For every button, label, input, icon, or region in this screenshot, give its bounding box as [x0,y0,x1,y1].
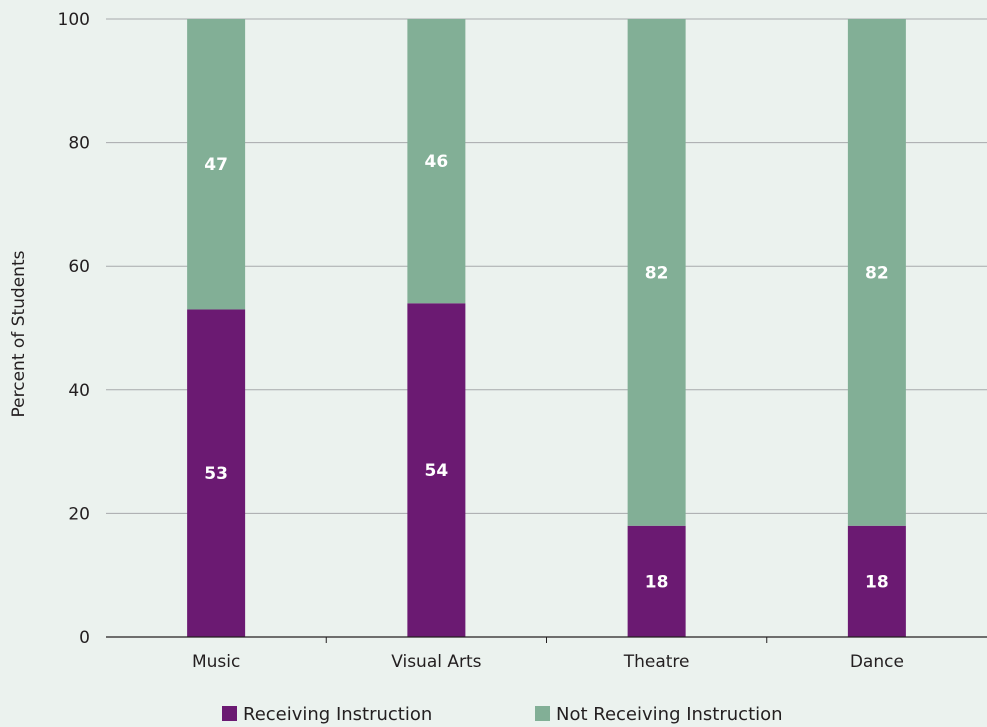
y-tick-label: 20 [68,504,90,524]
legend-label: Not Receiving Instruction [556,704,783,725]
bar-segment-not-receiving [627,19,686,526]
y-tick-label: 100 [58,10,90,30]
data-label: 47 [204,155,228,175]
bar-segment-receiving [627,525,686,637]
data-label: 82 [645,263,669,283]
data-label: 18 [645,572,669,592]
data-label: 18 [865,572,889,592]
legend-label: Receiving Instruction [243,704,432,725]
bar-segment-not-receiving [187,19,246,310]
bar-segment-not-receiving [847,19,906,526]
legend-swatch [535,706,550,721]
data-label: 46 [425,152,449,172]
bar-segment-receiving [407,303,466,637]
data-label: 53 [204,464,228,484]
y-tick-label: 80 [68,134,90,154]
grid-lines [106,18,987,514]
x-tick-label: Music [192,652,240,672]
bar-segment-receiving [187,309,246,637]
bar-segment-not-receiving [407,19,466,304]
legend-swatch [222,706,237,721]
bar-segment-receiving [847,525,906,637]
y-tick-label: 60 [68,257,90,277]
y-tick-label: 0 [79,628,90,648]
x-tick-label: Visual Arts [391,652,481,672]
axes: 0 20 40 60 80 100 Music Visual Arts Theatre Dance [58,10,987,672]
x-tick-label: Dance [850,652,904,672]
data-label: 82 [865,263,889,283]
y-axis-title: Percent of Students [9,250,29,417]
data-label: 54 [425,461,449,481]
bars: 53 47 54 46 18 82 18 82 [187,19,906,637]
legend: Receiving Instruction Not Receiving Instr… [222,704,783,725]
y-tick-label: 40 [68,381,90,401]
x-tick-label: Theatre [623,652,690,672]
